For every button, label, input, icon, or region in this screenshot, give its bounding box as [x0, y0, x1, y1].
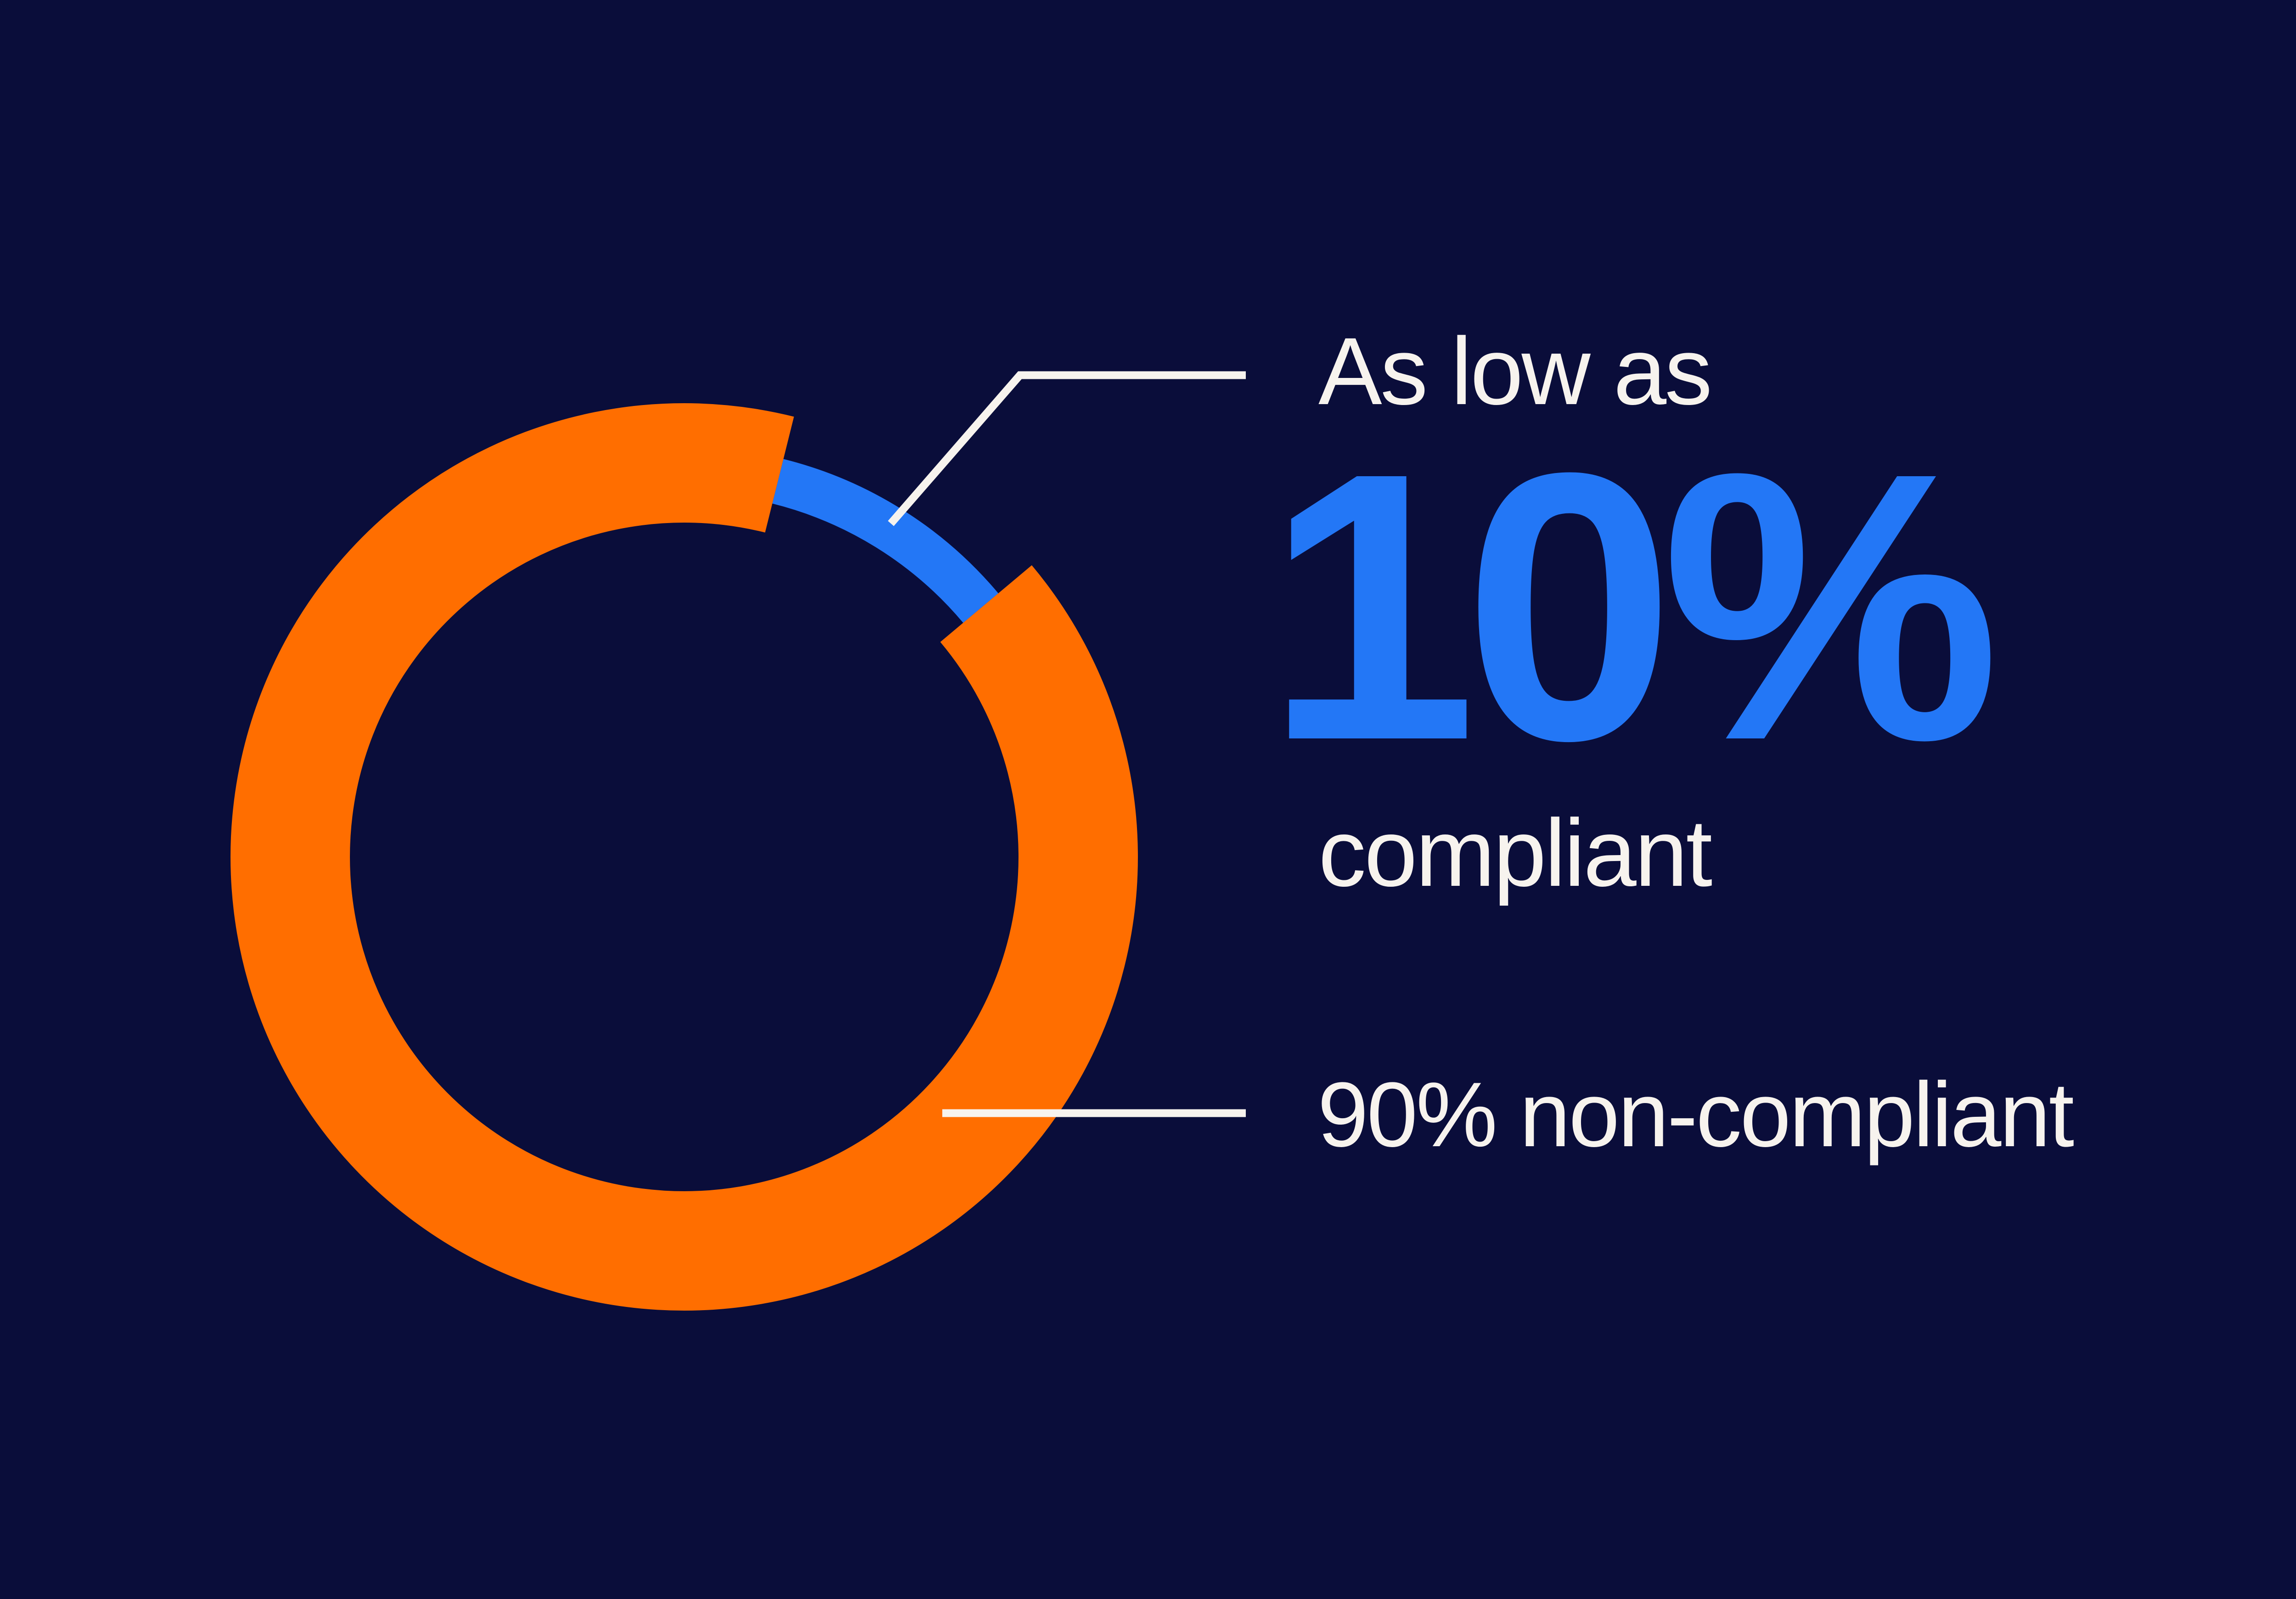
noncompliant-callout-label: 90% non-compliant: [1317, 1064, 2074, 1166]
donut-segment-noncompliant: [231, 403, 1138, 1311]
compliant-callout-suffix: compliant: [1318, 800, 1712, 906]
compliant-callout-value: 10%: [1265, 394, 1995, 819]
callout-line-compliant: [888, 371, 1246, 526]
donut-segment-compliant: [772, 459, 999, 623]
compliant-callout-prefix: As low as: [1318, 318, 1711, 425]
